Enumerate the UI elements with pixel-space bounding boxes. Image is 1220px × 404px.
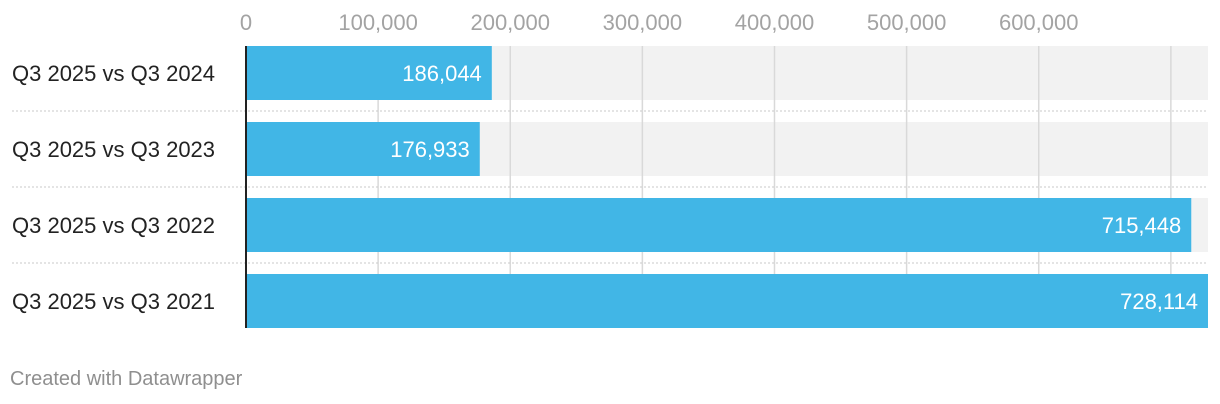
x-tick-label: 600,000 — [999, 10, 1079, 35]
category-label: Q3 2025 vs Q3 2023 — [12, 137, 215, 162]
x-tick-label: 200,000 — [470, 10, 550, 35]
bar — [246, 274, 1208, 328]
value-label: 728,114 — [1120, 289, 1198, 314]
x-tick-label: 400,000 — [735, 10, 815, 35]
category-labels: Q3 2025 vs Q3 2024 Q3 2025 vs Q3 2023 Q3 2… — [12, 61, 215, 314]
bar — [246, 122, 480, 176]
bar — [246, 198, 1192, 252]
x-tick-label: 100,000 — [338, 10, 418, 35]
x-axis-tick-labels: 0 100,000 200,000 300,000 400,000 500,000 600,… — [240, 10, 1079, 35]
value-label: 715,448 — [1102, 213, 1182, 238]
datawrapper-credit: Created with Datawrapper — [10, 368, 243, 390]
x-tick-label: 500,000 — [867, 10, 947, 35]
category-label: Q3 2025 vs Q3 2021 — [12, 289, 215, 314]
category-label: Q3 2025 vs Q3 2024 — [12, 61, 215, 86]
value-label: 186,044 — [402, 61, 482, 86]
value-labels: 186,044 176,933 715,448 728,114 — [390, 61, 1198, 314]
bar-chart: 0 100,000 200,000 300,000 400,000 500,000 600,… — [12, 10, 1208, 328]
row-separators — [12, 110, 1208, 264]
value-label: 176,933 — [390, 137, 470, 162]
x-tick-label: 300,000 — [603, 10, 683, 35]
x-tick-label: 0 — [240, 10, 252, 35]
category-label: Q3 2025 vs Q3 2022 — [12, 213, 215, 238]
bar — [246, 46, 492, 100]
bars — [246, 46, 1208, 328]
